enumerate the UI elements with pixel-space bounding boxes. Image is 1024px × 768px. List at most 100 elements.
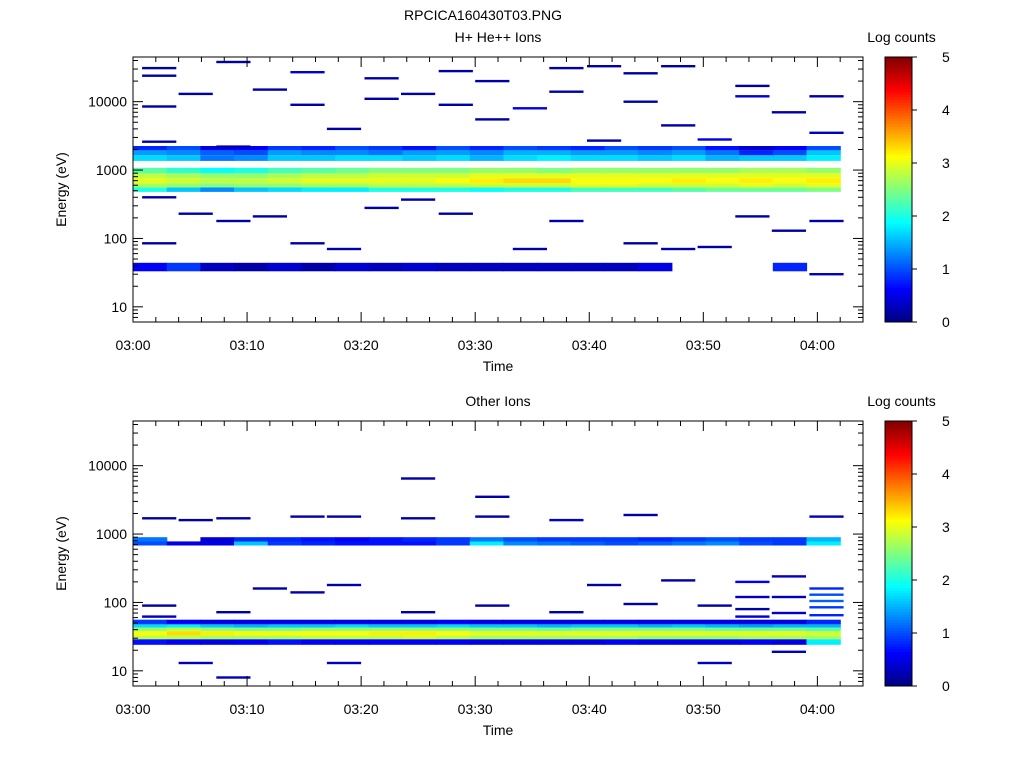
heatmap-cell [638,183,673,188]
x-tick-label: 03:40 [572,337,607,353]
heatmap-cell [537,635,572,640]
heatmap-cell [301,635,336,640]
heatmap-cell [234,639,269,645]
y-axis-label: Energy (eV) [53,516,69,591]
heatmap-cell [705,155,740,161]
heatmap-cell [200,537,235,542]
heatmap-cell [166,639,201,645]
heatmap-cell [806,167,841,174]
heatmap-cell [549,90,584,93]
heatmap-cell [587,583,622,587]
heatmap-cell [671,541,707,546]
heatmap-cell [503,627,538,632]
colorbar-tick-label: 0 [942,678,950,694]
heatmap-cell [326,127,362,131]
heatmap-cell [537,150,572,156]
heatmap-cell [166,541,201,546]
heatmap-cell [735,580,770,584]
heatmap-cell [604,183,639,188]
y-tick-label: 1000 [96,526,127,542]
heatmap-cell [216,676,251,679]
heatmap-cell [806,150,841,156]
x-tick-label: 03:50 [686,701,721,717]
heatmap-cell [537,155,572,161]
heatmap-cell [570,178,606,184]
heatmap-cell [735,95,770,98]
heatmap-cell [705,541,740,546]
heatmap-cell [771,229,806,232]
heatmap-cell [671,639,707,645]
heatmap-cell [771,650,806,653]
heatmap-cell [549,219,584,223]
heatmap-cell [735,615,770,618]
x-tick-label: 03:40 [572,701,607,717]
colorbar-tick-label: 4 [942,466,950,482]
heatmap-cell [604,155,639,161]
heatmap-cell [503,187,538,192]
heatmap-cell [806,639,841,645]
heatmap-cell [252,215,287,218]
heatmap-cell [469,635,505,640]
heatmap-cell [772,167,808,174]
heatmap-cell [705,635,740,640]
heatmap-cell [671,619,707,625]
heatmap-cell [671,627,707,632]
heatmap-cell [671,150,707,156]
heatmap-cell [335,173,370,179]
heatmap-cell [469,146,505,151]
heatmap-cell [705,631,740,636]
y-axis-label: Energy (eV) [53,152,69,227]
heatmap-cell [623,242,658,245]
heatmap-cell [570,155,606,161]
heatmap-cell [335,619,370,625]
heatmap-cell [469,537,505,542]
heatmap-cell [623,602,658,606]
heatmap-cell [772,150,808,156]
heatmap-cell [166,262,201,272]
heatmap-cell [503,173,538,179]
heatmap-cell [604,167,639,174]
heatmap-cell [200,541,235,546]
plot-frame [132,420,864,687]
heatmap-cell [503,167,538,174]
heatmap-cell [402,537,437,542]
heatmap-cell [604,541,639,546]
heatmap-cell [772,146,808,151]
heatmap-cell [200,167,235,174]
y-tick-label: 100 [104,230,128,246]
heatmap-cell [133,187,168,192]
heatmap-cell [200,150,235,156]
heatmap-cell [364,77,399,80]
heatmap-cell [739,178,774,184]
heatmap-cell [252,587,287,590]
heatmap-cell [436,178,471,184]
heatmap-cell [604,639,639,645]
heatmap-cell [806,187,841,192]
heatmap-cell [671,155,707,161]
colorbar: 0 1 2 3 4 5 Log counts [867,393,950,694]
heatmap-cell [436,146,471,151]
heatmap-cell [671,631,707,636]
heatmap-cell [772,635,808,640]
heatmap-cell [739,631,774,636]
heatmap-cell [301,631,336,636]
heatmap-cell [438,212,473,215]
heatmap-cell [234,183,269,188]
heatmap-cell [809,515,844,518]
heatmap-cell [368,639,403,645]
heatmap-cell [638,624,673,628]
heatmap-cell [772,173,808,179]
heatmap-cell [638,155,673,161]
heatmap-cells [133,60,844,276]
heatmap-cell [503,178,538,184]
heatmap-cell [402,150,437,156]
heatmap-cell [402,635,437,640]
heatmap-cell [402,178,437,184]
heatmap-cell [301,537,336,542]
panel-title: H+ He++ Ions [455,29,542,45]
heatmap-cell [638,262,673,272]
heatmap-cell [604,262,639,272]
heatmap-cell [436,541,471,546]
heatmap-cell [809,587,844,590]
